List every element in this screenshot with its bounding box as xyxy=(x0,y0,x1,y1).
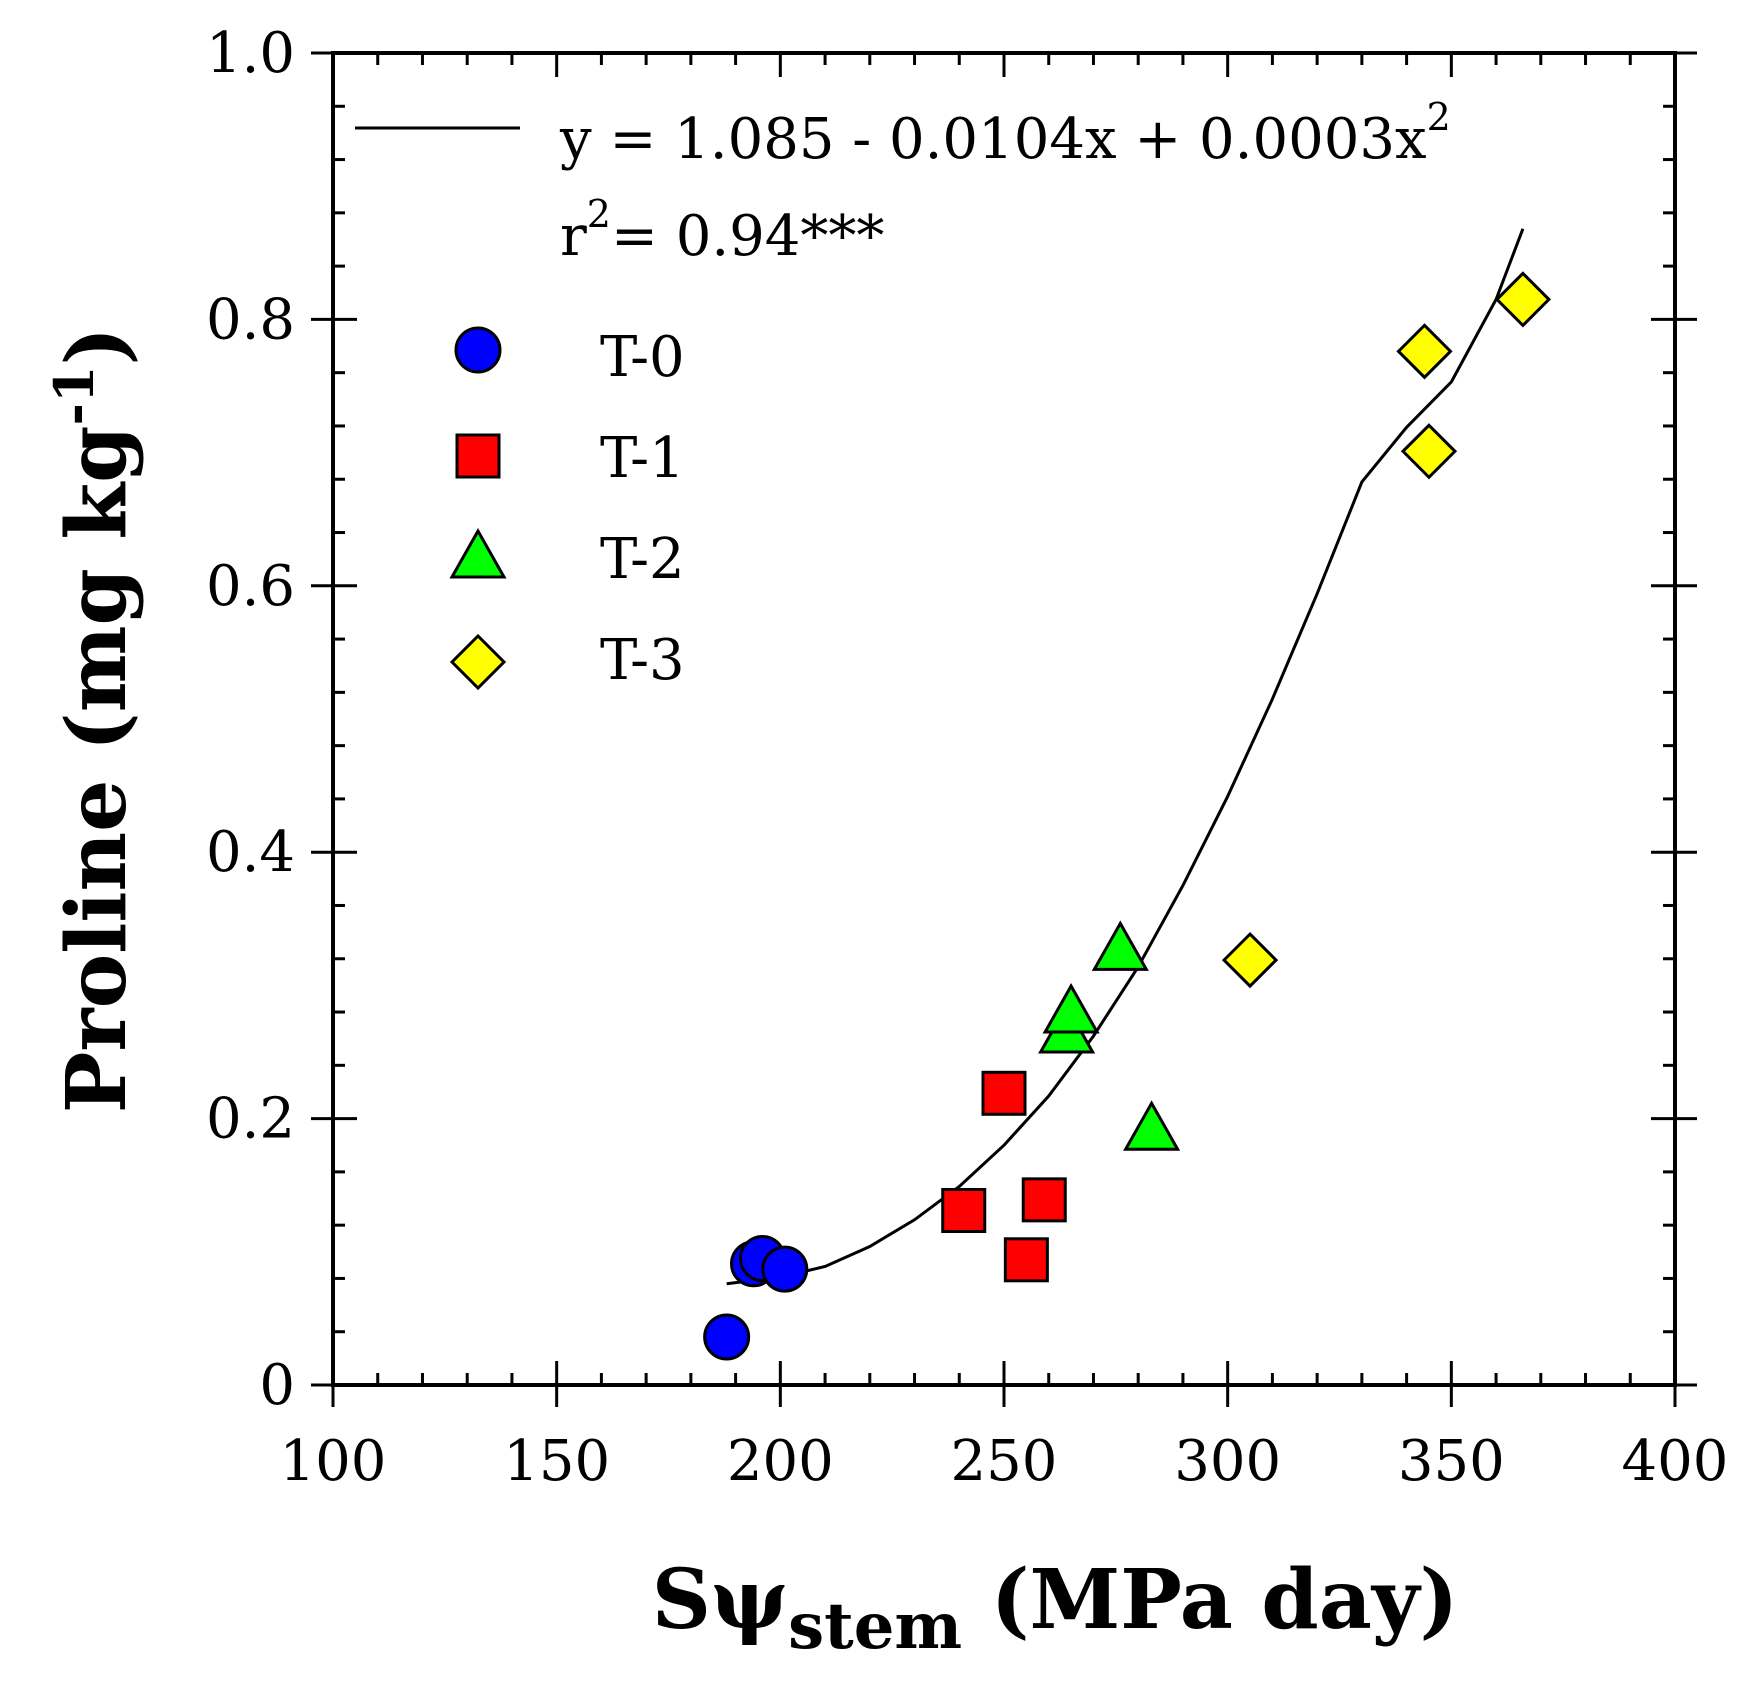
data-points xyxy=(703,271,1552,1361)
x-axis-title-base: Sψ xyxy=(652,1552,788,1648)
fit-r2-value: = 0.94*** xyxy=(611,204,884,269)
point-t3 xyxy=(1494,271,1552,328)
point-t2 xyxy=(1091,920,1149,971)
point-t3 xyxy=(1400,423,1458,480)
point-t2 xyxy=(1042,982,1100,1034)
x-axis-title: Sψstem (MPa day) xyxy=(652,1552,1459,1664)
y-axis-title-closing: ) xyxy=(49,327,145,366)
axis-ticks xyxy=(311,51,1697,1407)
point-t2 xyxy=(1123,1100,1181,1151)
y-tick-label: 1.0 xyxy=(206,21,295,86)
point-t1 xyxy=(1021,1177,1067,1223)
legend-label-t0: T-0 xyxy=(600,325,685,390)
legend-marker-t2 xyxy=(449,527,507,579)
fit-r2-power: 2 xyxy=(587,192,611,236)
legend-marker-t0 xyxy=(454,326,502,374)
y-axis-title-base: Proline (mg kg xyxy=(49,426,145,1114)
fit-r2-prefix: r xyxy=(560,204,587,269)
x-tick-label: 350 xyxy=(1398,1429,1505,1494)
x-tick-label: 150 xyxy=(503,1429,610,1494)
x-tick-label: 200 xyxy=(727,1429,834,1494)
point-t1 xyxy=(981,1070,1027,1116)
tick-labels: 100 150 200 250 300 350 400 0 0.2 0.4 0.6 0.8 1.0 xyxy=(206,21,1729,1494)
x-axis-title-unit: (MPa day) xyxy=(962,1552,1458,1648)
y-axis-title-superscript: -1 xyxy=(42,366,106,426)
y-tick-label: 0.4 xyxy=(206,820,295,885)
legend-marker-t1 xyxy=(455,433,501,479)
legend-label-t3: T-3 xyxy=(600,628,685,693)
x-tick-label: 100 xyxy=(280,1429,387,1494)
fit-r2: r2= 0.94*** xyxy=(560,192,884,269)
fit-curve xyxy=(726,228,1525,1286)
y-tick-label: 0.8 xyxy=(206,287,295,352)
point-t0 xyxy=(761,1245,809,1293)
point-t3 xyxy=(1221,931,1279,989)
legend-markers xyxy=(449,326,507,691)
plot-frame xyxy=(331,51,1677,1387)
legend-marker-t3 xyxy=(449,633,507,691)
x-tick-label: 300 xyxy=(1174,1429,1281,1494)
y-axis-title: Proline (mg kg-1) xyxy=(42,327,145,1114)
x-tick-label: 400 xyxy=(1622,1429,1729,1494)
y-tick-label: 0.6 xyxy=(206,554,295,619)
legend: T-0 T-1 T-2 T-3 xyxy=(449,325,685,693)
legend-label-t1: T-1 xyxy=(600,426,685,491)
y-tick-label: 0.2 xyxy=(206,1087,295,1152)
x-axis-title-subscript: stem xyxy=(788,1589,962,1664)
point-t1 xyxy=(1003,1237,1049,1283)
fit-equation: y = 1.085 - 0.0104x + 0.0003x2 xyxy=(559,95,1451,172)
fit-equation-power: 2 xyxy=(1427,95,1451,139)
point-t3 xyxy=(1396,323,1453,380)
point-t1 xyxy=(941,1188,987,1234)
legend-label-t2: T-2 xyxy=(600,527,685,592)
fit-equation-text: y = 1.085 - 0.0104x + 0.0003x xyxy=(559,107,1427,172)
y-tick-label: 0 xyxy=(259,1353,295,1418)
point-t0 xyxy=(703,1313,751,1361)
x-tick-label: 250 xyxy=(951,1429,1058,1494)
